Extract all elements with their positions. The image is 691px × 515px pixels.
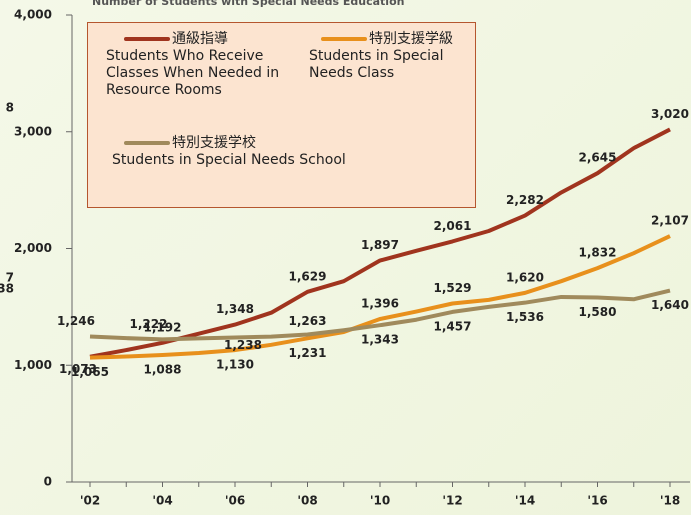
data-label: 1,246 [57,314,95,328]
x-tick-label: '16 [587,494,607,508]
data-label: 1,457 [434,319,472,333]
legend-label-en: Students in Special Needs Class [309,48,444,81]
x-tick-label: '04 [152,494,172,508]
data-label: 1,629 [289,269,327,283]
x-tick-label: '02 [80,494,100,508]
legend-label-en: Students in Special Needs School [112,152,346,168]
data-label: 1,348 [216,302,254,316]
cut-label: 38 [0,282,14,296]
data-label: 1,073 [59,362,97,376]
data-label: 1,640 [651,298,689,312]
legend-entry: 特別支援学校 Students in Special Needs School [112,135,452,169]
y-tick-label: 4,000 [14,8,52,22]
data-label: 1,529 [434,281,472,295]
data-label: 1,088 [144,362,182,376]
y-tick-label: 1,000 [14,358,52,372]
x-tick-label: '10 [370,494,390,508]
data-label: 1,231 [289,346,327,360]
data-label: 3,020 [651,107,689,121]
data-label: 1,832 [579,246,617,260]
y-tick-label: 3,000 [14,124,52,138]
legend-swatch [321,37,367,41]
series-line [89,234,671,360]
legend-entry: 通級指導 Students Who Receive Classes When N… [106,31,296,99]
data-label: 2,282 [506,193,544,207]
data-label: 2,645 [579,151,617,165]
data-label: 1,222 [130,317,168,331]
data-label: 1,263 [289,314,327,328]
data-label: 1,620 [506,270,544,284]
cut-label: 7 [6,271,14,285]
legend-entry: 特別支援学級 Students in Special Needs Class [309,31,469,82]
x-tick-label: '08 [297,494,317,508]
legend-label: 通級指導 [172,31,228,47]
y-tick-label: 2,000 [14,241,52,255]
data-label: 1,130 [216,358,254,372]
data-label: 1,065 [71,365,109,379]
data-label: 1,897 [361,238,399,252]
x-tick-label: '12 [442,494,462,508]
data-label: 1,238 [224,338,262,352]
series-line [89,288,671,342]
data-label: 1,580 [579,305,617,319]
legend-swatch [124,141,170,145]
data-label: 1,536 [506,310,544,324]
legend-label-en: Students Who Receive Classes When Needed… [106,48,280,98]
legend-swatch [124,37,170,41]
data-label: 2,107 [651,214,689,228]
x-tick-label: '14 [515,494,535,508]
data-label: 1,396 [361,297,399,311]
y-tick-label: 0 [44,475,52,489]
cut-label: 8 [6,101,14,115]
chart-title: Number of Students with Special Needs Ed… [92,0,404,8]
x-tick-label: '06 [225,494,245,508]
data-label: 2,061 [434,219,472,233]
data-label: 1,343 [361,333,399,347]
legend-label: 特別支援学校 [172,135,256,151]
data-label: 1,192 [144,320,182,334]
legend-label: 特別支援学級 [369,31,453,47]
legend: 通級指導 Students Who Receive Classes When N… [87,22,476,208]
x-tick-label: '18 [660,494,680,508]
